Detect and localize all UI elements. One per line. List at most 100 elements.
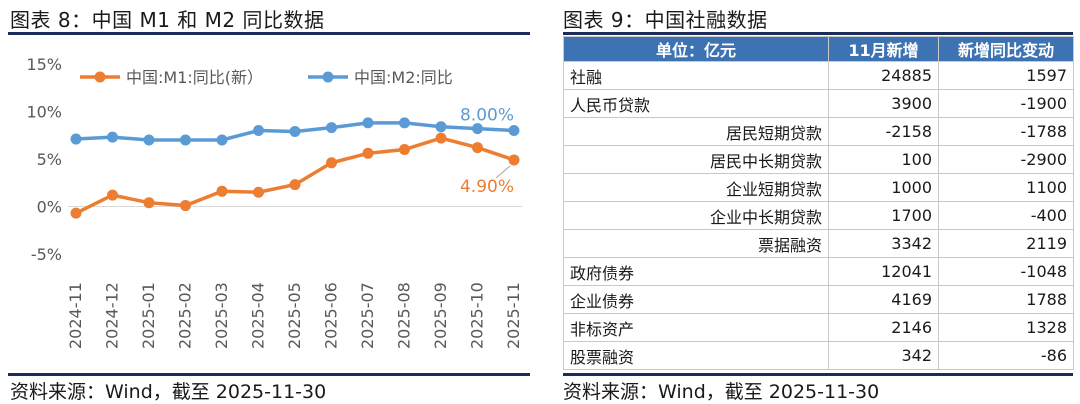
header-unit: 单位：亿元 bbox=[563, 36, 829, 62]
x-tick-label: 2025-10 bbox=[468, 282, 487, 349]
data-point bbox=[216, 185, 228, 197]
data-point bbox=[508, 125, 520, 136]
data-point bbox=[362, 147, 374, 159]
data-point bbox=[143, 197, 155, 209]
social-financing-table: 单位：亿元 11月新增 新增同比变动 社融 24885 1597 人民币贷款 3900-… bbox=[563, 36, 1074, 370]
x-tick-label: 2024-12 bbox=[103, 282, 122, 349]
right-title-rule bbox=[563, 32, 1073, 35]
m1-end-label: 4.90% bbox=[460, 177, 514, 197]
header-new: 11月新增 bbox=[828, 36, 939, 62]
data-point bbox=[180, 134, 191, 146]
legend: 中国:M1:同比(新） 中国:M2:同比 bbox=[80, 68, 453, 87]
chart-title: 图表 8：中国 M1 和 M2 同比数据 bbox=[10, 8, 325, 32]
legend-label: 中国:M2:同比 bbox=[354, 68, 453, 87]
row-new-value: 24885 bbox=[828, 61, 939, 90]
m2-end-label: 8.00% bbox=[460, 106, 514, 126]
data-point bbox=[70, 133, 82, 145]
row-new-value: 100 bbox=[828, 145, 939, 174]
y-tick-label: 15% bbox=[26, 55, 62, 74]
table-row: 居民短期贷款 -2158 -1788 bbox=[563, 117, 1074, 146]
row-label: 票据融资 bbox=[563, 229, 829, 258]
data-point bbox=[70, 207, 82, 219]
table-source: 资料来源：Wind，截至 2025-11-30 bbox=[563, 381, 880, 403]
right-source-rule bbox=[563, 373, 1073, 376]
row-label: 股票融资 bbox=[563, 341, 829, 370]
row-label: 非标资产 bbox=[563, 313, 829, 342]
legend-marker bbox=[322, 71, 334, 83]
y-axis: -5% 0% 5% 10% 15% bbox=[26, 55, 522, 264]
row-label: 居民中长期贷款 bbox=[563, 145, 829, 174]
x-tick-label: 2025-05 bbox=[285, 282, 304, 349]
row-new-value: -2158 bbox=[828, 117, 939, 146]
data-point bbox=[435, 132, 447, 144]
data-point bbox=[472, 123, 483, 135]
row-label: 社融 bbox=[563, 61, 829, 90]
left-source-rule bbox=[8, 373, 530, 376]
row-yoy-value: -86 bbox=[938, 341, 1074, 370]
row-yoy-value: -1788 bbox=[938, 117, 1074, 146]
table-row: 企业中长期贷款 1700 -400 bbox=[563, 201, 1074, 230]
table-row: 政府债券 12041 -1048 bbox=[563, 257, 1074, 286]
data-point bbox=[216, 134, 228, 146]
series-line bbox=[75, 136, 515, 215]
row-label: 人民币贷款 bbox=[563, 89, 829, 118]
row-yoy-value: 1788 bbox=[938, 285, 1074, 314]
row-new-value: 1000 bbox=[828, 173, 939, 202]
row-yoy-value: -400 bbox=[938, 201, 1074, 230]
end-label-leader bbox=[495, 165, 511, 179]
x-tick-label: 2024-11 bbox=[66, 282, 85, 349]
left-title-rule bbox=[8, 32, 530, 35]
row-new-value: 4169 bbox=[828, 285, 939, 314]
table-row: 企业债券 4169 1788 bbox=[563, 285, 1074, 314]
header-yoy-change: 新增同比变动 bbox=[938, 36, 1074, 62]
data-point bbox=[253, 186, 264, 198]
x-tick-label: 2025-11 bbox=[504, 282, 523, 349]
x-tick-label: 2025-01 bbox=[139, 282, 158, 349]
data-point bbox=[289, 179, 301, 191]
legend-label: 中国:M1:同比(新） bbox=[126, 68, 263, 87]
data-point bbox=[180, 200, 191, 212]
row-label: 政府债券 bbox=[563, 257, 829, 286]
row-yoy-value: -1900 bbox=[938, 89, 1074, 118]
data-point bbox=[472, 142, 483, 154]
data-point bbox=[289, 125, 301, 137]
row-new-value: 3342 bbox=[828, 229, 939, 258]
data-point bbox=[362, 117, 374, 129]
row-new-value: 3900 bbox=[828, 89, 939, 118]
table-row: 非标资产 2146 1328 bbox=[563, 313, 1074, 342]
x-tick-label: 2025-08 bbox=[395, 282, 414, 349]
data-point bbox=[107, 131, 118, 143]
y-tick-label: -5% bbox=[31, 245, 62, 264]
m1-m2-line-chart: -5% 0% 5% 10% 15% 2024-11 2024-12 2025-01 2025-… bbox=[26, 55, 523, 349]
row-label: 企业短期贷款 bbox=[563, 173, 829, 202]
row-yoy-value: -2900 bbox=[938, 145, 1074, 174]
data-point bbox=[399, 117, 410, 129]
row-new-value: 2146 bbox=[828, 313, 939, 342]
table-title: 图表 9：中国社融数据 bbox=[563, 8, 768, 32]
data-point bbox=[435, 121, 447, 133]
row-yoy-value: 1328 bbox=[938, 313, 1074, 342]
table-row: 社融 24885 1597 bbox=[563, 61, 1074, 90]
row-new-value: 12041 bbox=[828, 257, 939, 286]
data-point bbox=[508, 154, 520, 166]
table-row: 票据融资 3342 2119 bbox=[563, 229, 1074, 258]
row-yoy-value: 1100 bbox=[938, 173, 1074, 202]
x-tick-label: 2025-06 bbox=[322, 282, 341, 349]
row-label: 居民短期贷款 bbox=[563, 117, 829, 146]
chart-source: 资料来源：Wind，截至 2025-11-30 bbox=[10, 381, 327, 403]
data-point bbox=[253, 125, 264, 136]
table-row: 股票融资 342 -86 bbox=[563, 341, 1074, 370]
x-axis: 2024-11 2024-12 2025-01 2025-02 2025-03 2025-… bbox=[66, 282, 523, 349]
row-yoy-value: 2119 bbox=[938, 229, 1074, 258]
row-yoy-value: 1597 bbox=[938, 61, 1074, 90]
y-tick-label: 5% bbox=[37, 150, 62, 169]
data-point bbox=[107, 189, 118, 201]
x-tick-label: 2025-02 bbox=[176, 282, 195, 349]
data-point bbox=[143, 134, 155, 146]
data-point bbox=[326, 157, 337, 169]
table-row: 居民中长期贷款 100 -2900 bbox=[563, 145, 1074, 174]
x-tick-label: 2025-09 bbox=[431, 282, 450, 349]
row-label: 企业债券 bbox=[563, 285, 829, 314]
data-point bbox=[326, 122, 337, 134]
x-tick-label: 2025-03 bbox=[212, 282, 231, 349]
